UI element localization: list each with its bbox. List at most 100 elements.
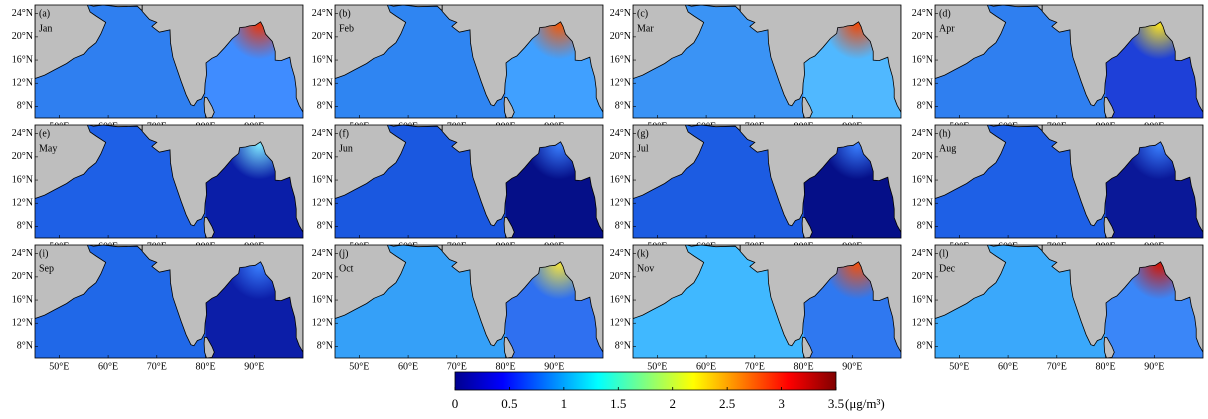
land: [987, 245, 1043, 252]
land: [987, 125, 1043, 132]
land: [203, 336, 215, 358]
colorbar: [454, 371, 837, 391]
lat-label: 12°N: [312, 78, 333, 89]
lat-label: 8°N: [317, 101, 333, 112]
lat-label: 8°N: [17, 221, 33, 232]
lat-label: 16°N: [312, 174, 333, 185]
land: [441, 245, 603, 354]
lon-label: 70°E: [447, 361, 467, 372]
map-area: [633, 125, 901, 238]
land: [141, 125, 303, 234]
month-label: Oct: [339, 263, 354, 274]
land: [685, 125, 741, 132]
land: [141, 5, 303, 114]
lon-label: 80°E: [495, 361, 515, 372]
lat-label: 16°N: [12, 174, 33, 185]
lon-label: 90°E: [244, 361, 264, 372]
lon-label: 70°E: [147, 361, 167, 372]
land: [801, 336, 813, 358]
panel-label: (g): [637, 128, 649, 139]
lat-label: 24°N: [610, 8, 631, 19]
map-panel: (b)Feb24°N20°N16°N12°N8°N50°E60°E70°E80°…: [312, 4, 604, 132]
panel-label: (b): [339, 8, 351, 19]
land: [35, 245, 107, 320]
month-label: Feb: [339, 23, 354, 34]
lat-label: 12°N: [610, 198, 631, 209]
month-label: Sep: [39, 263, 54, 274]
month-label: Jul: [637, 143, 649, 154]
colorbar-tick-label: 0.5: [501, 396, 517, 411]
land: [685, 5, 741, 12]
land: [1041, 125, 1203, 234]
lat-label: 12°N: [912, 198, 933, 209]
lon-label: 90°E: [544, 361, 564, 372]
land: [1041, 245, 1203, 354]
lat-label: 12°N: [912, 78, 933, 89]
lon-label: 70°E: [745, 361, 765, 372]
land: [35, 5, 107, 80]
lat-label: 12°N: [12, 318, 33, 329]
colorbar-tick-label: 3.5: [828, 396, 844, 411]
map-frame: [34, 124, 304, 239]
lat-label: 8°N: [317, 221, 333, 232]
lat-label: 12°N: [912, 318, 933, 329]
lat-label: 24°N: [610, 128, 631, 139]
land: [387, 245, 443, 252]
lat-label: 24°N: [912, 248, 933, 259]
panel-label: (e): [39, 128, 50, 139]
lat-label: 24°N: [610, 248, 631, 259]
month-label: Jan: [39, 23, 52, 34]
lat-label: 12°N: [12, 78, 33, 89]
colorbar-tick-label: 0: [452, 396, 459, 411]
lat-label: 12°N: [12, 198, 33, 209]
month-label: Dec: [939, 263, 956, 274]
month-label: Aug: [939, 143, 956, 154]
panel-label: (i): [39, 248, 48, 259]
map-panel: (i) Sep 24°N 20°N 16°N 12°N 8°N 50°E 60°E 70°E 80°…: [12, 244, 304, 372]
month-label: Nov: [637, 263, 654, 274]
land: [87, 5, 143, 12]
land: [203, 96, 215, 118]
land: [739, 5, 901, 114]
colorbar-unit: (μg/m³): [845, 396, 885, 411]
land: [335, 245, 407, 320]
lat-label: 20°N: [312, 31, 333, 42]
lat-label: 20°N: [610, 271, 631, 282]
land: [335, 5, 407, 80]
lat-label: 8°N: [615, 341, 631, 352]
lon-label: 80°E: [793, 361, 813, 372]
lon-label: 60°E: [998, 361, 1018, 372]
land: [987, 5, 1043, 12]
land: [633, 245, 705, 320]
land: [739, 125, 901, 234]
lat-label: 20°N: [312, 271, 333, 282]
map-panel: (e)May24°N20°N16°N12°N8°N50°E60°E70°E80°…: [12, 124, 304, 252]
lat-label: 8°N: [917, 101, 933, 112]
lon-label: 50°E: [349, 361, 369, 372]
map-frame: [632, 4, 902, 119]
map-area: [633, 245, 901, 358]
map-panel: (l) Dec 24°N 20°N 16°N 12°N 8°N 50°E 60°E 70°E 80°…: [912, 244, 1204, 372]
land: [1103, 336, 1115, 358]
lat-label: 8°N: [17, 101, 33, 112]
colorbar-tick-label: 2.5: [719, 396, 735, 411]
land: [503, 336, 515, 358]
lat-label: 20°N: [12, 271, 33, 282]
lat-label: 16°N: [912, 174, 933, 185]
map-panel: (f)Jun24°N20°N16°N12°N8°N50°E60°E70°E80°…: [312, 124, 604, 252]
lon-label: 80°E: [195, 361, 215, 372]
panel-label: (a): [39, 8, 50, 19]
map-area: [335, 245, 603, 358]
land: [87, 125, 143, 132]
map-frame: [934, 124, 1204, 239]
panel-label: (c): [637, 8, 648, 19]
land: [335, 125, 407, 200]
lon-label: 50°E: [49, 361, 69, 372]
lat-label: 16°N: [610, 174, 631, 185]
lat-label: 12°N: [610, 318, 631, 329]
month-label: May: [39, 143, 57, 154]
lat-label: 8°N: [17, 341, 33, 352]
map-frame: [632, 244, 902, 359]
map-frame: [334, 124, 604, 239]
